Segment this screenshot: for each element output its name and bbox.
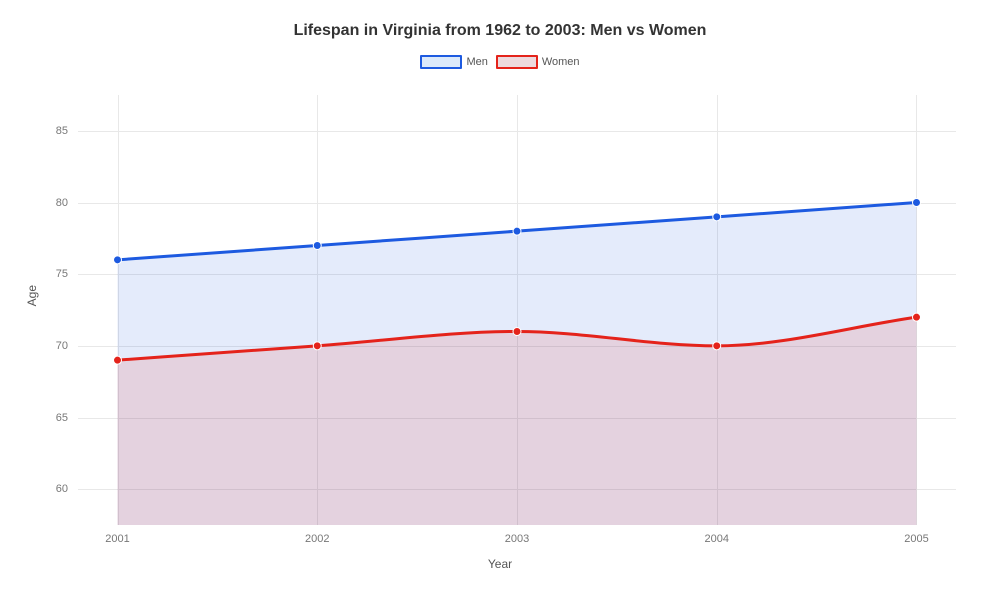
legend-item-women[interactable]: Women: [496, 55, 580, 69]
y-tick-label: 75: [56, 268, 68, 280]
marker-women[interactable]: [713, 342, 721, 350]
x-axis-title: Year: [488, 557, 512, 571]
marker-women[interactable]: [114, 356, 122, 364]
y-tick-label: 65: [56, 412, 68, 424]
plot-area: 60657075808520012002200320042005: [78, 95, 956, 525]
marker-men[interactable]: [513, 227, 521, 235]
marker-women[interactable]: [513, 328, 521, 336]
legend-item-men[interactable]: Men: [420, 55, 487, 69]
x-tick-label: 2004: [704, 533, 728, 545]
marker-women[interactable]: [313, 342, 321, 350]
marker-women[interactable]: [912, 313, 920, 321]
chart-legend: Men Women: [0, 55, 1000, 69]
x-tick-label: 2005: [904, 533, 928, 545]
x-tick-label: 2002: [305, 533, 329, 545]
y-axis-title: Age: [25, 285, 39, 306]
y-tick-label: 85: [56, 125, 68, 137]
chart-title: Lifespan in Virginia from 1962 to 2003: …: [0, 22, 1000, 40]
x-tick-label: 2001: [105, 533, 129, 545]
legend-swatch-men: [420, 55, 462, 69]
x-tick-label: 2003: [505, 533, 529, 545]
y-tick-label: 60: [56, 483, 68, 495]
marker-men[interactable]: [114, 256, 122, 264]
marker-men[interactable]: [713, 213, 721, 221]
marker-men[interactable]: [912, 199, 920, 207]
series-svg: [78, 95, 956, 525]
y-tick-label: 70: [56, 340, 68, 352]
legend-label-men: Men: [466, 56, 487, 68]
marker-men[interactable]: [313, 242, 321, 250]
y-tick-label: 80: [56, 197, 68, 209]
legend-swatch-women: [496, 55, 538, 69]
legend-label-women: Women: [542, 56, 580, 68]
